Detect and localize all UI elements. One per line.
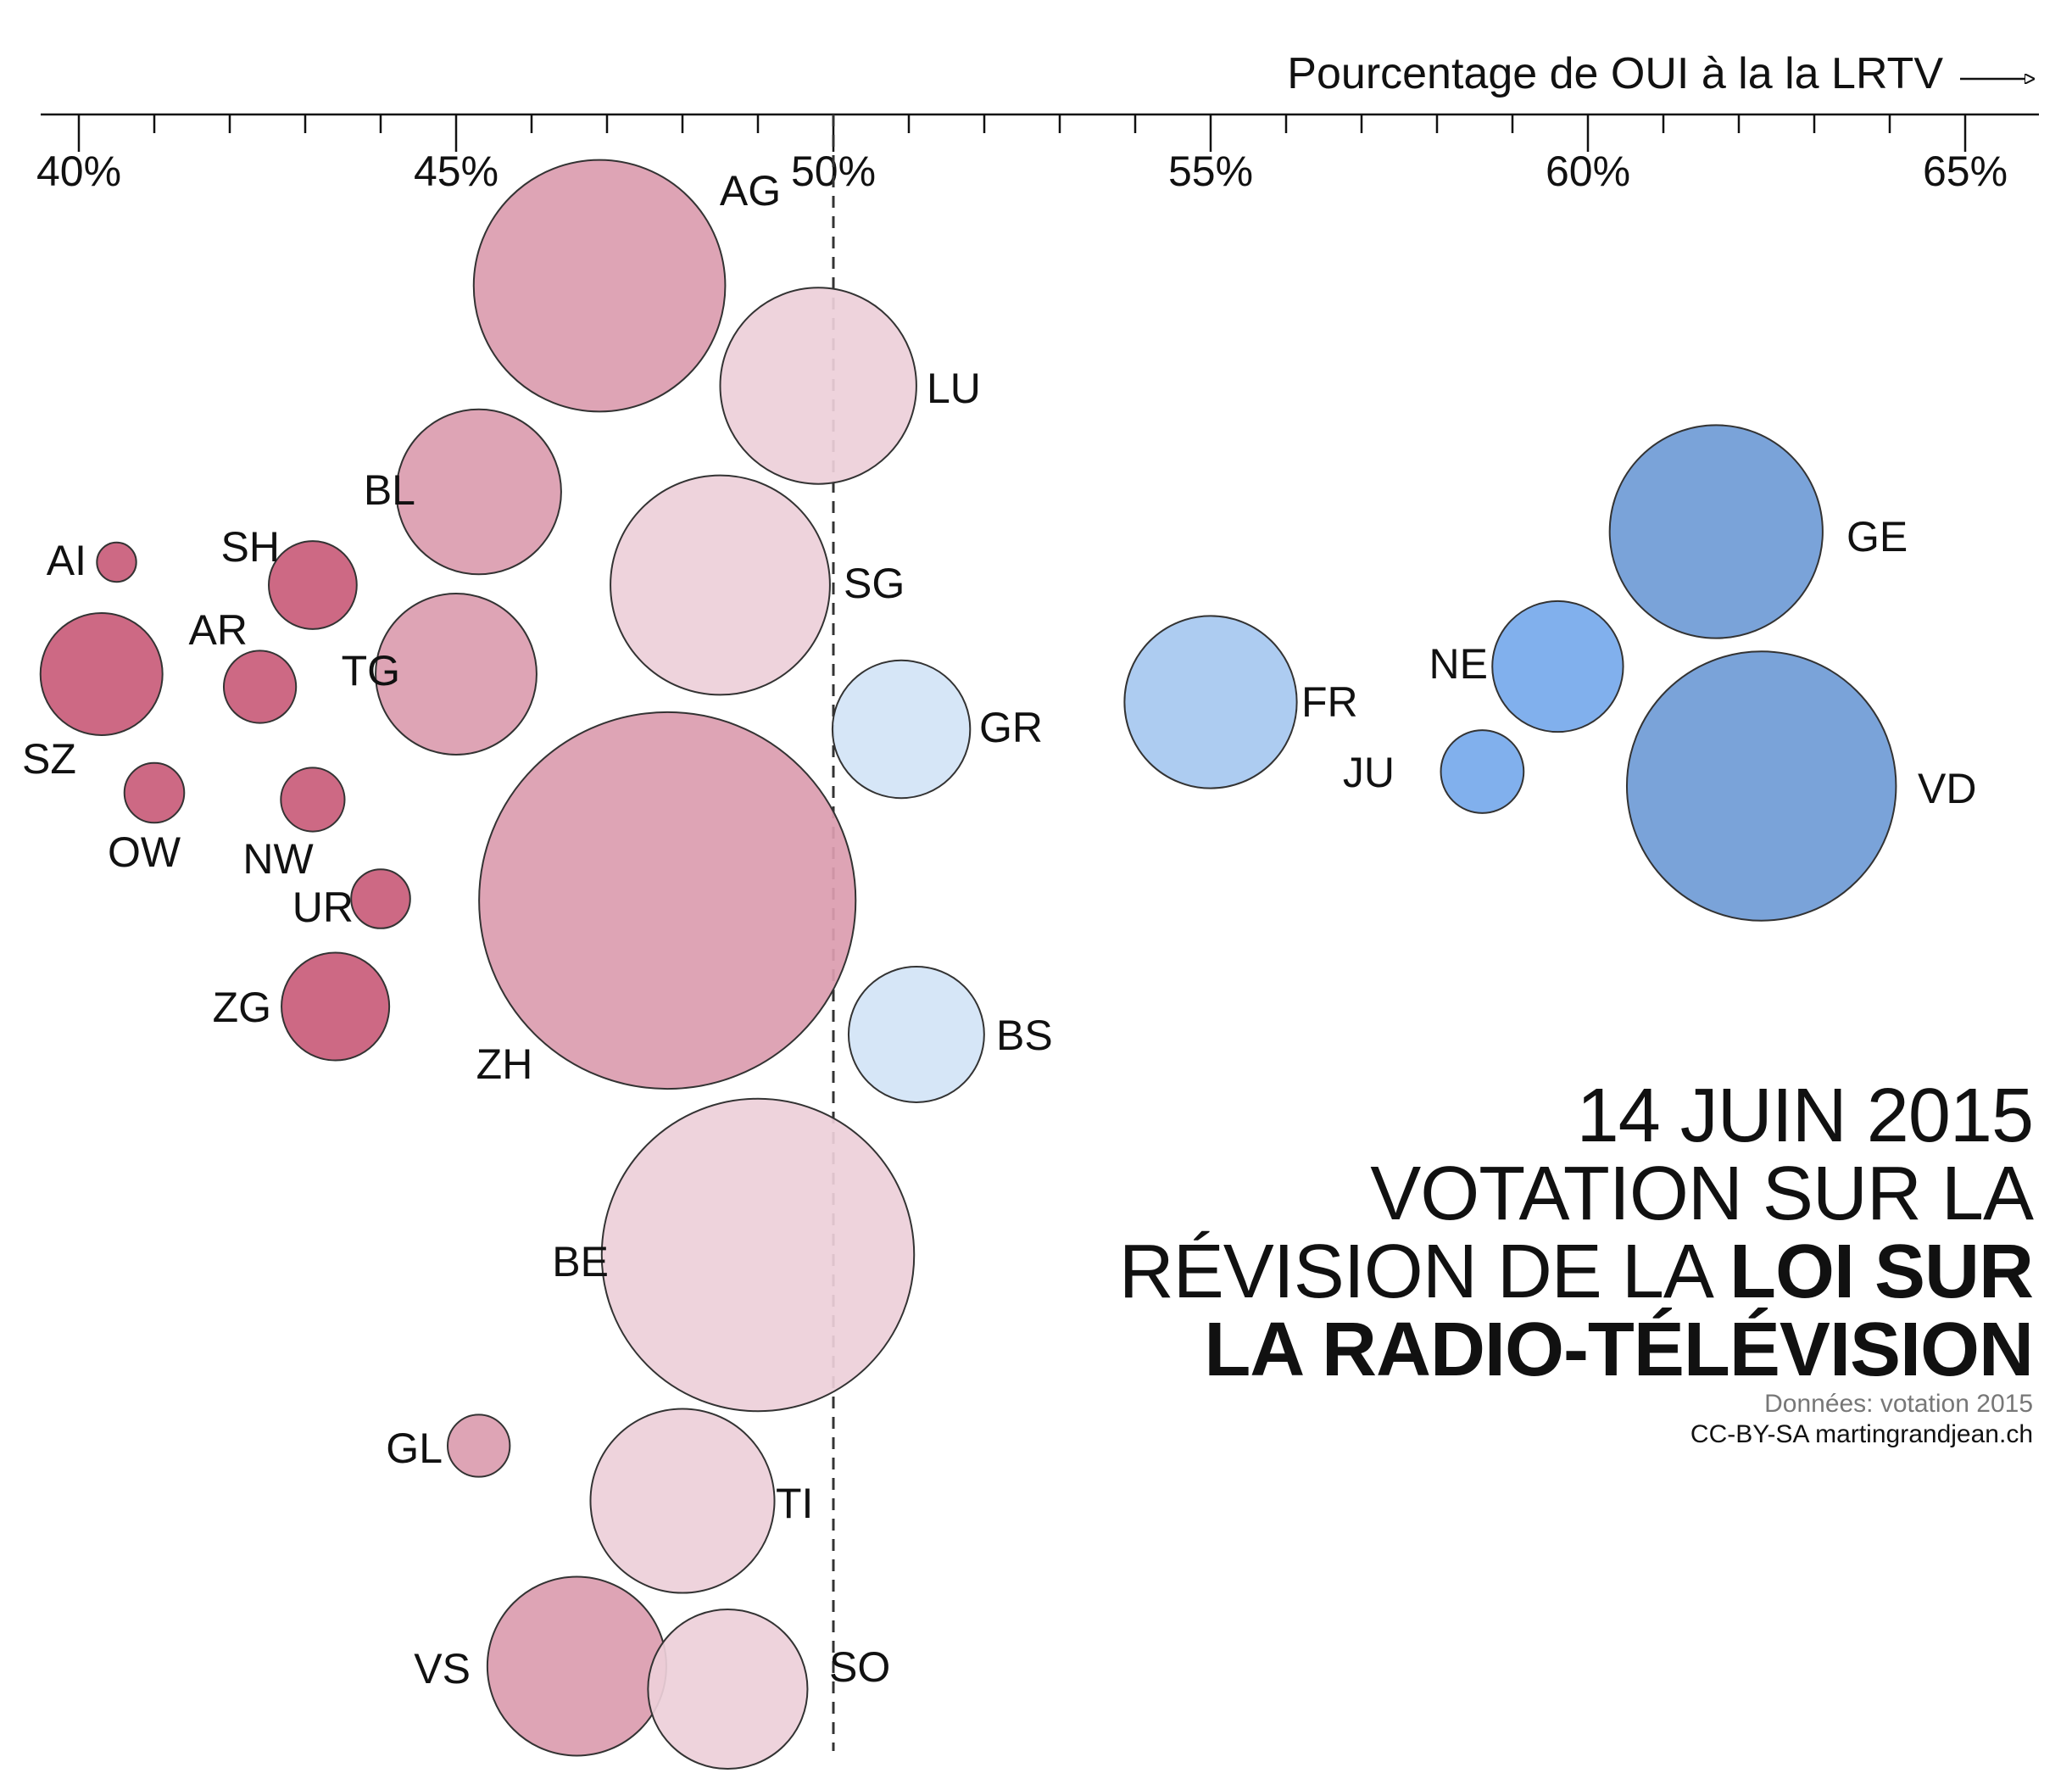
bubble-label-ar: AR (189, 606, 248, 654)
bubble-label-ai: AI (47, 537, 86, 584)
bubble-fr (1123, 615, 1298, 789)
x-tick-label: 55% (1168, 148, 1253, 195)
x-tick-label: 50% (791, 148, 876, 195)
bubble-label-bs: BS (996, 1012, 1053, 1059)
title-line-3-bold: LOI SUR (1729, 1230, 2034, 1314)
bubble-label-sg: SG (844, 560, 905, 607)
bubble-be (600, 1097, 916, 1413)
bubble-label-gl: GL (386, 1425, 443, 1472)
bubble-label-ti: TI (776, 1480, 813, 1527)
bubble-label-sh: SH (221, 523, 280, 571)
bubble-bs (847, 966, 985, 1103)
bubble-label-vs: VS (414, 1645, 471, 1692)
x-tick-label: 65% (1923, 148, 2008, 195)
bubble-vd (1625, 650, 1897, 922)
bubble-label-so: SO (829, 1643, 890, 1691)
bubble-so (647, 1608, 809, 1770)
bubble-sg (610, 474, 831, 696)
title-line-3-regular: RÉVISION DE LA (1118, 1230, 1710, 1314)
title-block: 14 JUIN 2015 VOTATION SUR LA RÉVISION DE… (1118, 1073, 2034, 1450)
bubble-ne (1491, 599, 1624, 733)
bubble-lu (719, 287, 917, 485)
credit-note: CC-BY-SA martingrandjean.ch (1690, 1420, 2033, 1448)
bubble-label-ju: JU (1343, 749, 1395, 796)
bubble-label-be: BE (552, 1238, 609, 1285)
bubble-gr (831, 659, 972, 800)
bubble-ju (1440, 729, 1525, 814)
bubble-nw (280, 767, 346, 833)
data-source-note: Données: votation 2015 (1764, 1390, 2033, 1418)
bubble-gl (447, 1414, 511, 1478)
bubble-ur (350, 868, 411, 929)
x-axis: 40% 45% 50% 55% 60% 65% Pourcentage de OUI à l… (36, 49, 2039, 195)
bubble-zg (281, 951, 391, 1062)
bubble-bl (395, 408, 562, 576)
bubble-label-ow: OW (108, 828, 181, 876)
title-line-4: LA RADIO-TÉLÉVISION (1204, 1308, 2034, 1392)
bubble-label-zg: ZG (213, 984, 271, 1031)
bubble-label-nw: NW (242, 835, 314, 883)
title-date: 14 JUIN 2015 (1576, 1073, 2034, 1158)
x-tick-label: 40% (36, 148, 121, 195)
x-axis-title: Pourcentage de OUI à la la LRTV (1287, 49, 1943, 98)
bubble-label-sz: SZ (22, 735, 76, 783)
bubble-ai (96, 541, 137, 583)
bubble-label-fr: FR (1301, 678, 1358, 726)
bubble-sh (268, 540, 358, 630)
bubble-ag (472, 159, 727, 413)
title-line-3: RÉVISION DE LA LOI SUR (1118, 1230, 2034, 1314)
bubble-layer (39, 159, 1897, 1770)
bubble-label-zh: ZH (476, 1040, 533, 1088)
bubble-vs (486, 1575, 667, 1757)
bubble-zh (478, 711, 857, 1090)
bubble-label-ge: GE (1846, 513, 1908, 560)
bubble-ar (222, 650, 298, 724)
title-line-2: VOTATION SUR LA (1370, 1152, 2034, 1236)
x-tick-label: 60% (1546, 148, 1630, 195)
bubble-ti (589, 1408, 776, 1594)
bubble-label-ag: AG (720, 167, 781, 215)
bubble-ge (1608, 424, 1824, 639)
bubble-label-ur: UR (292, 884, 354, 931)
x-tick-label: 45% (414, 148, 499, 195)
bubble-label-vd: VD (1918, 765, 1976, 812)
bubble-tg (375, 593, 537, 756)
bubble-label-bl: BL (364, 466, 415, 514)
bubble-ow (123, 761, 186, 824)
bubble-label-gr: GR (979, 704, 1043, 751)
bubble-label-tg: TG (342, 647, 400, 694)
bubble-sz (39, 612, 164, 736)
bubble-label-ne: NE (1429, 640, 1488, 688)
bubble-label-lu: LU (927, 365, 981, 412)
